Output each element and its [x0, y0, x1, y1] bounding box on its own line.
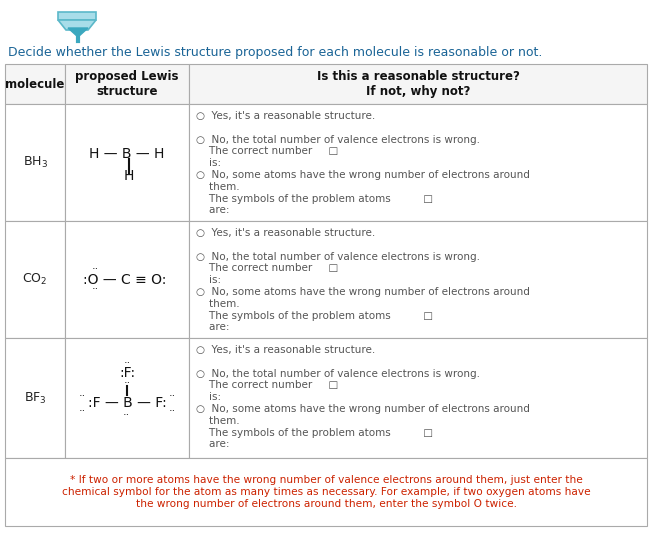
Text: ○  No, the total number of valence electrons is wrong.: ○ No, the total number of valence electr…	[196, 135, 480, 145]
Text: :F — B — F:: :F — B — F:	[87, 396, 166, 410]
Bar	[5, 458, 647, 526]
Text: them.: them.	[196, 416, 240, 426]
Bar	[65, 338, 189, 458]
Text: ○  Yes, it's a reasonable structure.: ○ Yes, it's a reasonable structure.	[196, 345, 376, 355]
Polygon shape	[68, 28, 88, 37]
Text: molecule: molecule	[5, 78, 65, 91]
Text: :O — C ≡ O:: :O — C ≡ O:	[83, 272, 167, 287]
Text: The symbols of the problem atoms          □: The symbols of the problem atoms □	[196, 193, 433, 204]
Text: proposed Lewis
structure: proposed Lewis structure	[75, 70, 179, 98]
Text: are:: are:	[196, 440, 230, 449]
Bar	[189, 221, 647, 338]
Text: ··: ··	[123, 410, 130, 420]
Bar	[5, 104, 65, 221]
Bar	[65, 64, 189, 104]
Bar	[5, 221, 65, 338]
Text: ··: ··	[91, 264, 98, 274]
Text: H: H	[124, 169, 134, 183]
Text: :F:: :F:	[119, 366, 135, 380]
Text: Is this a reasonable structure?
If not, why not?: Is this a reasonable structure? If not, …	[317, 70, 520, 98]
Text: is:: is:	[196, 392, 221, 402]
Text: is:: is:	[196, 275, 221, 285]
Text: Decide whether the Lewis structure proposed for each molecule is reasonable or n: Decide whether the Lewis structure propo…	[8, 46, 542, 59]
Text: BH$_3$: BH$_3$	[23, 155, 48, 170]
Text: ○  Yes, it's a reasonable structure.: ○ Yes, it's a reasonable structure.	[196, 111, 376, 121]
Text: is:: is:	[196, 158, 221, 168]
Text: ○  No, some atoms have the wrong number of electrons around: ○ No, some atoms have the wrong number o…	[196, 287, 530, 297]
Text: The symbols of the problem atoms          □: The symbols of the problem atoms □	[196, 428, 433, 437]
Bar	[189, 104, 647, 221]
Text: ○  No, the total number of valence electrons is wrong.: ○ No, the total number of valence electr…	[196, 251, 480, 262]
Text: BF$_3$: BF$_3$	[23, 390, 46, 406]
Text: ··: ··	[78, 406, 85, 416]
Text: The correct number     □: The correct number □	[196, 381, 338, 390]
Bar	[189, 64, 647, 104]
Bar	[58, 12, 96, 20]
Bar	[65, 221, 189, 338]
Text: ··: ··	[91, 285, 98, 294]
Bar	[65, 104, 189, 221]
Text: ··: ··	[78, 391, 85, 401]
Text: ··: ··	[123, 358, 130, 368]
Text: are:: are:	[196, 205, 230, 215]
Bar	[5, 64, 65, 104]
Bar	[189, 338, 647, 458]
Bar	[5, 338, 65, 458]
Text: H — B — H: H — B — H	[89, 147, 165, 161]
Text: ··: ··	[168, 391, 175, 401]
Text: The symbols of the problem atoms          □: The symbols of the problem atoms □	[196, 310, 433, 321]
Text: are:: are:	[196, 322, 230, 332]
Text: them.: them.	[196, 299, 240, 309]
Text: * If two or more atoms have the wrong number of valence electrons around them, j: * If two or more atoms have the wrong nu…	[62, 475, 590, 509]
Text: ··: ··	[168, 406, 175, 416]
Text: ○  No, the total number of valence electrons is wrong.: ○ No, the total number of valence electr…	[196, 369, 480, 378]
Text: CO$_2$: CO$_2$	[22, 272, 48, 287]
Text: ○  Yes, it's a reasonable structure.: ○ Yes, it's a reasonable structure.	[196, 228, 376, 238]
Text: ○  No, some atoms have the wrong number of electrons around: ○ No, some atoms have the wrong number o…	[196, 404, 530, 414]
Text: them.: them.	[196, 182, 240, 192]
Polygon shape	[58, 20, 96, 30]
Text: The correct number     □: The correct number □	[196, 146, 338, 157]
Text: ··: ··	[123, 378, 130, 388]
Text: The correct number     □: The correct number □	[196, 263, 338, 273]
Text: ○  No, some atoms have the wrong number of electrons around: ○ No, some atoms have the wrong number o…	[196, 170, 530, 180]
